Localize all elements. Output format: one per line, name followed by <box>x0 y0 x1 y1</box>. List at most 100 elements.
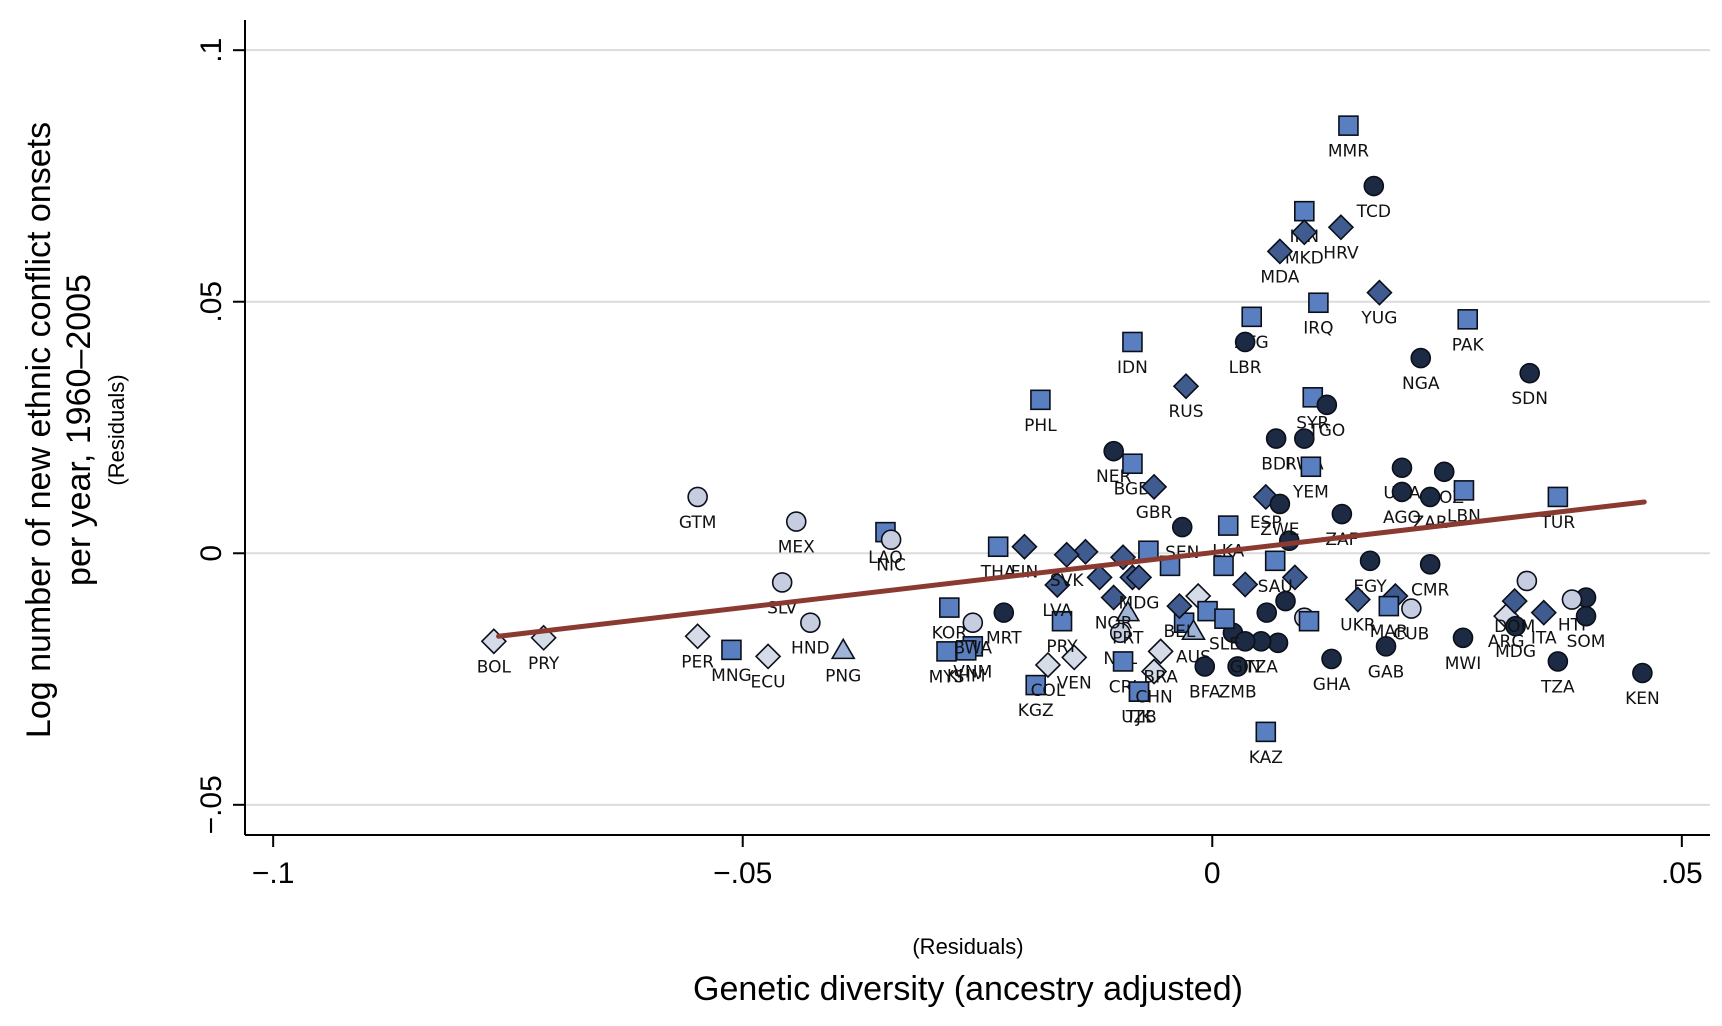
x-tick-label: 0 <box>1204 857 1221 890</box>
data-point <box>1501 587 1528 615</box>
data-point <box>1300 456 1322 478</box>
point-label: GHA <box>1313 675 1351 695</box>
point-label: TGO <box>1307 421 1345 441</box>
data-point <box>1505 615 1526 637</box>
point-label: AGO <box>1383 508 1421 528</box>
point-label: SAU <box>1258 577 1293 597</box>
point-label: HND <box>791 639 830 659</box>
point-label: MWI <box>1445 654 1482 674</box>
data-points: BOL PRYGTMPERMNGECUMEXSLVHNDPNGLAONICKORM… <box>477 115 1660 768</box>
data-point <box>684 623 711 650</box>
data-point <box>721 639 742 661</box>
point-label: MDG <box>1495 642 1536 662</box>
data-point <box>1214 608 1235 629</box>
data-point <box>1044 571 1071 599</box>
point-label: MRT <box>986 629 1022 649</box>
point-label: TCD <box>1356 202 1391 222</box>
data-point <box>1034 651 1062 679</box>
data-point <box>1547 486 1569 508</box>
point-label: ZWE <box>1260 520 1299 540</box>
point-label: SOM <box>1567 632 1606 652</box>
point-label: BDI <box>1261 455 1291 475</box>
data-point <box>1256 602 1278 623</box>
point-label: GTM <box>679 513 717 533</box>
data-point <box>1011 533 1038 560</box>
data-point <box>1125 564 1153 591</box>
point-label: MAR <box>1370 622 1408 642</box>
point-label: SLE <box>1209 635 1240 655</box>
y-axis-subtitle: (Residuals) <box>104 374 129 485</box>
point-label: BRA <box>1143 667 1178 687</box>
data-point <box>1109 622 1131 644</box>
data-point <box>1453 480 1475 501</box>
point-label: BWA <box>954 639 993 659</box>
x-axis-ticks: −.1 −.05 0 .05 <box>252 835 1703 890</box>
data-point <box>1419 486 1441 508</box>
x-tick-label: .05 <box>1661 857 1703 890</box>
point-label: MKD <box>1285 248 1324 268</box>
point-label: YEM <box>1292 483 1329 503</box>
data-point <box>1547 651 1569 672</box>
point-label: KAZ <box>1249 748 1283 768</box>
x-tick-label: −.1 <box>252 857 295 890</box>
point-label: GAB <box>1368 662 1404 682</box>
point-label: MMR <box>1328 142 1369 162</box>
data-point <box>1366 279 1393 306</box>
point-label: TJK <box>1125 708 1153 728</box>
y-axis-title-line-1: Log number of new ethnic conflict onsets <box>20 122 58 738</box>
point-label: MNG <box>711 666 752 686</box>
axes <box>244 20 1710 836</box>
data-point <box>1457 309 1479 330</box>
data-point <box>987 536 1009 558</box>
point-label: MDA <box>1260 267 1299 287</box>
data-point <box>1061 644 1088 671</box>
data-point <box>687 486 708 508</box>
point-label: NOR <box>1095 614 1133 634</box>
y-tick-label: −.05 <box>195 775 228 834</box>
point-label: SVK <box>1050 571 1084 591</box>
point-label: KEN <box>1625 689 1660 709</box>
data-point <box>1269 493 1291 515</box>
data-point <box>1115 600 1141 622</box>
point-label: NGA <box>1402 374 1440 394</box>
data-point <box>1344 586 1371 613</box>
point-label: BGD <box>1114 480 1152 500</box>
point-label: LBR <box>1229 358 1262 378</box>
data-point <box>1086 564 1113 591</box>
point-label: ITA <box>1531 629 1557 649</box>
data-point <box>1575 605 1597 627</box>
data-point <box>1051 610 1073 632</box>
data-point <box>1227 656 1248 677</box>
y-tick-label: 0 <box>195 545 228 562</box>
data-point <box>785 511 807 532</box>
data-point <box>771 572 793 593</box>
point-label: MDG <box>1119 593 1160 613</box>
point-label: CHN <box>1135 687 1172 707</box>
point-label: PAK <box>1452 335 1485 355</box>
point-label: PRT <box>1112 629 1144 649</box>
data-point <box>1112 651 1134 672</box>
data-point <box>1181 618 1206 641</box>
point-label: ARG <box>1488 632 1525 652</box>
grid-lines <box>245 49 1710 806</box>
point-label: GBR <box>1136 503 1173 523</box>
data-point <box>993 602 1015 623</box>
data-point <box>1359 550 1381 572</box>
fit-line-group <box>496 499 1647 639</box>
data-point <box>1128 681 1150 702</box>
data-point <box>1172 373 1200 400</box>
x-axis-title: Genetic diversity (ancestry adjusted) <box>693 970 1243 1008</box>
data-point <box>1291 219 1318 246</box>
data-point <box>1294 200 1315 222</box>
data-point <box>1030 389 1051 411</box>
point-label: MYS <box>929 667 965 687</box>
point-label: PRY <box>528 654 560 674</box>
point-label: PRY <box>1046 637 1078 657</box>
point-label: SDN <box>1511 389 1548 409</box>
point-label: TZA <box>1243 657 1278 677</box>
data-point <box>1213 555 1234 577</box>
data-point <box>1140 473 1168 500</box>
data-point <box>1232 571 1259 598</box>
y-tick-label: .1 <box>195 38 228 63</box>
